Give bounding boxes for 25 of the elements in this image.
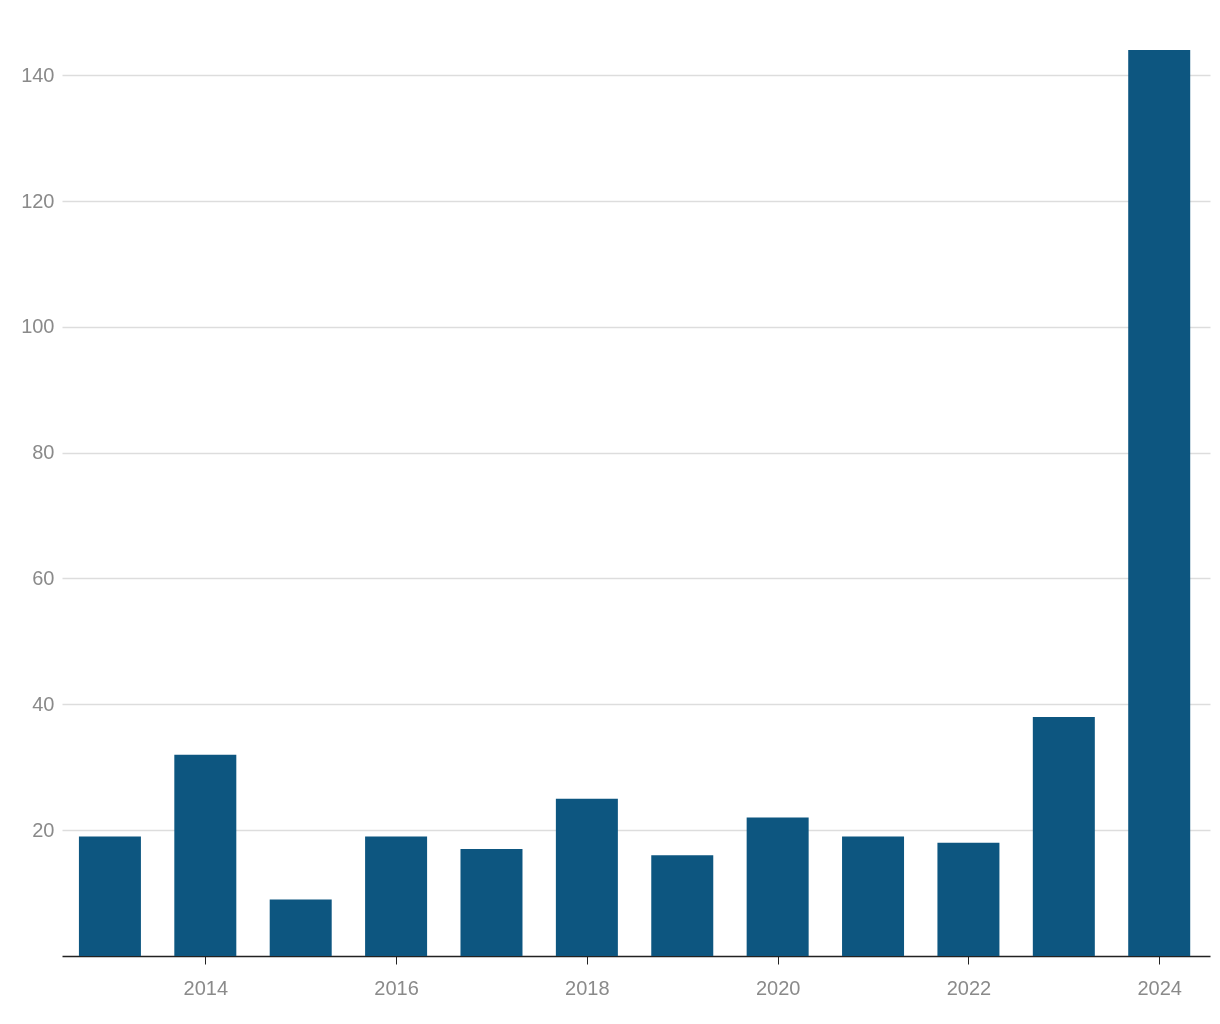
- y-tick-label: 100: [21, 315, 55, 338]
- y-tick-label: 140: [21, 63, 55, 86]
- y-tick-label: 40: [32, 692, 55, 715]
- x-tick-label: 2022: [946, 976, 992, 999]
- bar: [555, 798, 618, 956]
- bar: [78, 836, 141, 956]
- bar: [937, 842, 1000, 956]
- x-tick-label: 2016: [374, 976, 419, 999]
- x-tick-label: 2024: [1137, 976, 1182, 999]
- bar: [651, 855, 714, 956]
- bar: [460, 849, 523, 956]
- bar: [1128, 50, 1191, 956]
- y-tick-label: 60: [32, 567, 55, 589]
- y-tick-label: 20: [32, 818, 55, 841]
- x-tick-label: 2020: [755, 976, 801, 999]
- bar: [269, 899, 332, 956]
- x-tick-label: 2018: [565, 976, 610, 999]
- y-tick-label: 120: [21, 189, 55, 212]
- x-tick-label: 2014: [183, 976, 229, 999]
- bar: [1032, 716, 1095, 956]
- y-tick-label: 80: [32, 441, 55, 464]
- bar: [174, 754, 237, 956]
- bar: [365, 836, 428, 956]
- bar: [842, 836, 905, 956]
- bar: [746, 817, 809, 956]
